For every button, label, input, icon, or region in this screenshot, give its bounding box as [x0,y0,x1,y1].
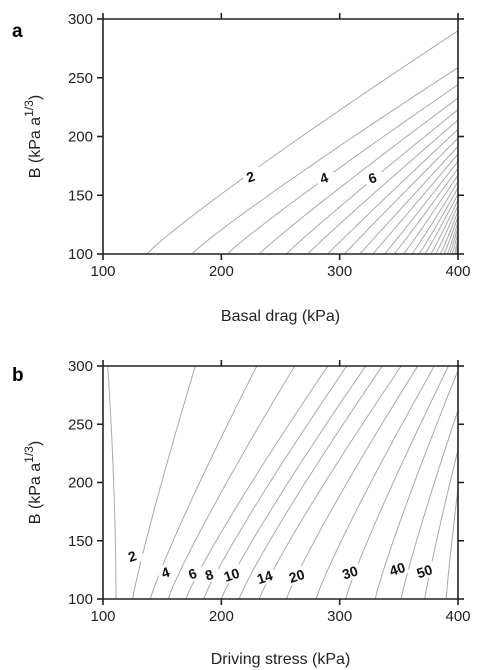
x-axis-title: Basal drag (kPa) [221,308,340,325]
panel-letter: a [12,21,23,42]
x-tick-label: 100 [90,608,115,625]
y-tick-label: 200 [68,129,93,146]
y-tick-label: 100 [68,246,93,263]
contour-label-10: 10 [222,565,242,585]
contour-line-17 [424,193,458,254]
y-axis-title-sup: 1/3 [22,446,36,463]
y-axis-title-main: B (kPa a [27,463,44,524]
panel-letter: b [12,365,24,386]
contour-line-12 [203,366,348,599]
contour-label-bg [183,562,205,583]
contour-line-14 [403,174,458,254]
contour-line-19 [435,205,458,254]
contour-label-bg [415,560,437,581]
contour-line-22 [446,221,458,254]
y-tick-label: 150 [68,187,93,204]
contour-line-14 [220,366,367,599]
x-tick-label: 100 [90,263,115,280]
y-axis-title-sup: 1/3 [22,100,36,117]
contour-line-6 [149,366,258,599]
y-tick-label: 150 [68,533,93,550]
contour-label-bg [340,561,363,582]
y-axis-title: B (kPa a1/3) [22,95,44,178]
y-tick-label: 300 [68,11,93,28]
contour-lines [107,366,458,599]
contour-line-4 [226,84,458,254]
contour-line-9 [344,137,458,254]
contour-line-7 [307,119,458,254]
x-tick-label: 300 [327,263,352,280]
x-tick-label: 400 [445,608,470,625]
y-tick-label: 300 [68,358,93,375]
x-tick-label: 200 [209,608,234,625]
contour-line-8 [167,366,296,599]
contour-label-20: 20 [287,566,307,586]
contour-label-bg [362,167,385,188]
contour-line-11 [372,153,458,254]
contour-line-25 [315,366,435,599]
contour-label-bg [155,561,178,582]
contour-line-4 [132,366,196,599]
contour-line-18 [258,366,402,599]
y-tick-label: 250 [68,70,93,87]
contour-label-bg [287,565,309,586]
contour-line-30 [345,366,449,599]
y-tick-label: 200 [68,475,93,492]
contour-label-bg [122,545,145,566]
y-axis-title-close: ) [27,441,44,446]
y-axis-title-close: ) [27,95,44,100]
y-axis-title-main: B (kPa a [27,117,44,178]
contour-line-24 [451,232,458,254]
contour-line-35 [374,370,458,599]
contour-line-10 [185,366,329,599]
contour-line-40 [400,410,458,599]
x-tick-label: 200 [209,263,234,280]
y-tick-label: 250 [68,416,93,433]
x-tick-label: 400 [445,263,470,280]
contour-label-bg [314,167,337,188]
contour-label-bg [199,564,222,584]
contour-line-16 [418,187,458,254]
contour-line-3 [191,67,458,254]
x-tick-label: 300 [327,608,352,625]
contour-line-13 [393,168,458,254]
contour-label-40: 40 [387,559,407,579]
contour-label-30: 30 [340,562,360,582]
contour-label-bg [387,558,410,579]
contour-line-23 [449,227,458,254]
contour-line-2 [146,30,458,254]
contour-line-20 [439,211,458,254]
contour-line-18 [430,199,458,254]
contour-line-21 [443,216,458,254]
contour-line-2 [107,366,117,599]
contour-line-5 [258,97,458,254]
contour-lines [146,30,458,254]
contour-line-8 [327,129,458,254]
y-tick-label: 100 [68,591,93,608]
contour-line-10 [359,145,458,254]
contour-label-14: 14 [255,567,275,587]
contour-line-16 [238,366,383,599]
contour-line-50 [445,488,458,599]
x-axis-title: Driving stress (kPa) [211,651,351,668]
contour-label-bg [255,566,278,587]
contour-line-15 [411,181,458,254]
contour-label-bg [241,166,263,186]
contour-line-12 [384,161,458,254]
y-axis-title: B (kPa a1/3) [22,441,44,524]
contour-line-20 [285,366,419,599]
contour-label-bg [222,564,244,584]
contour-label-50: 50 [415,561,435,581]
